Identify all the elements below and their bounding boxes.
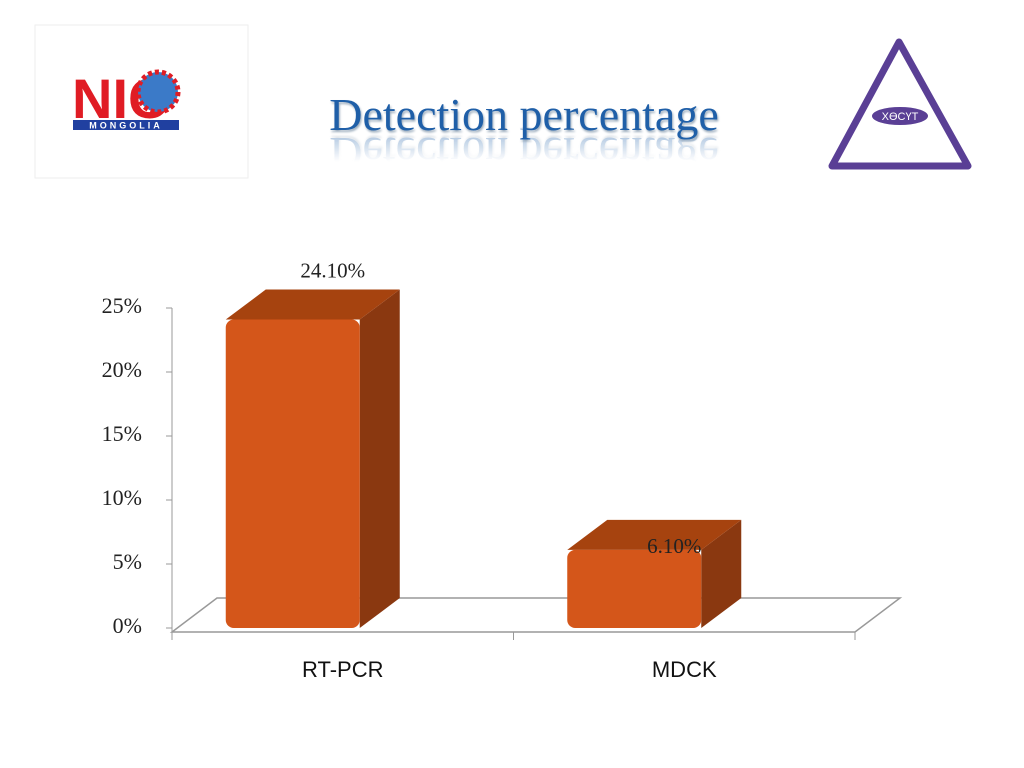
logo-globe (135, 69, 181, 115)
bar (225, 319, 360, 628)
y-tick-label: 10% (102, 485, 142, 510)
y-tick-label: 0% (113, 613, 142, 638)
value-label: 6.10% (647, 534, 701, 558)
x-tick-label: MDCK (652, 657, 717, 682)
right-logo-text: ХӨСҮТ (882, 111, 919, 123)
value-label: 24.10% (300, 259, 365, 283)
y-tick-label: 20% (102, 357, 142, 382)
bar-side (359, 289, 400, 628)
logo-subtext: MONGOLIA (89, 121, 163, 131)
right-logo-badge (872, 107, 928, 125)
right-logo-triangle (828, 38, 972, 170)
bar-top (567, 519, 742, 550)
logo-strip (73, 120, 179, 130)
bar-top (225, 289, 400, 320)
y-tick-label: 15% (102, 421, 142, 446)
bar-side (701, 519, 742, 628)
y-tick-label: 5% (113, 549, 142, 574)
chart-title: Detection percentage (329, 89, 719, 140)
bar (567, 549, 702, 628)
y-tick-label: 25% (102, 293, 142, 318)
x-tick-label: RT-PCR (302, 657, 384, 682)
